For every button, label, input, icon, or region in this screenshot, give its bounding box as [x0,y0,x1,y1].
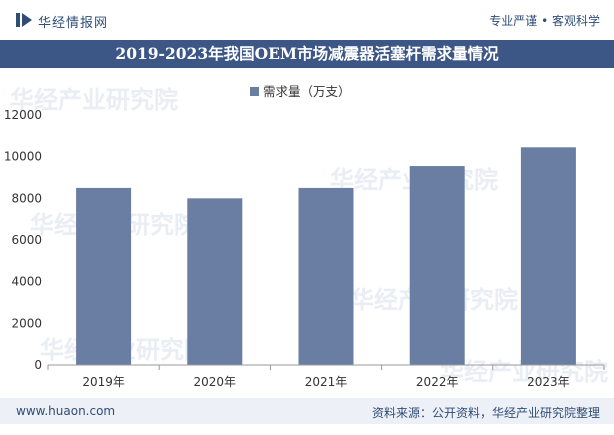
bar-5 [520,147,576,365]
y-tick-label: 4000 [11,275,42,289]
footer-website: www.huaon.com [16,404,116,418]
x-tick-label: 2022年 [416,375,459,389]
bar-1 [76,187,132,365]
chart-legend: 需求量（万支） [250,84,351,99]
chart-title: 2019-2023年我国OEM市场减震器活塞杆需求量情况 [0,40,614,68]
y-tick-label: 6000 [11,233,42,247]
footer-source: 资料来源：公开资料，华经产业研究院整理 [371,406,600,420]
x-tick-label: 2023年 [527,375,570,389]
x-tick-label: 2019年 [82,375,125,389]
footer: www.huaon.com 资料来源：公开资料，华经产业研究院整理 [0,398,614,424]
y-tick-label: 8000 [11,191,42,205]
bar-series [76,147,576,365]
brand-name: 华经情报网 [38,16,109,31]
bottom-strip [0,424,614,435]
y-axis: 0 2000 4000 6000 8000 10000 12000 [4,108,42,372]
legend-swatch [250,87,259,96]
top-bar: 华经情报网 专业严谨 • 客观科学 [0,0,614,40]
y-tick-label: 0 [34,358,42,372]
x-axis: 2019年 2020年 2021年 2022年 2023年 [47,365,605,389]
bar-4 [409,166,465,365]
x-tick-label: 2020年 [194,375,237,389]
y-tick-label: 2000 [11,316,42,330]
bar-chart: 华经产业研究院 华经产业研究院 华经产业研究院 华经产业研究院 华经产业研究院 … [4,84,608,389]
bar-2 [187,198,243,365]
y-tick-label: 10000 [4,150,42,164]
huajing-logo-icon [16,13,32,27]
y-tick-label: 12000 [4,108,42,122]
svg-text:华经产业研究院: 华经产业研究院 [10,86,178,114]
legend-label: 需求量（万支） [263,84,351,99]
tagline: 专业严谨 • 客观科学 [489,14,600,28]
bar-3 [298,187,354,365]
x-tick-label: 2021年 [305,375,348,389]
